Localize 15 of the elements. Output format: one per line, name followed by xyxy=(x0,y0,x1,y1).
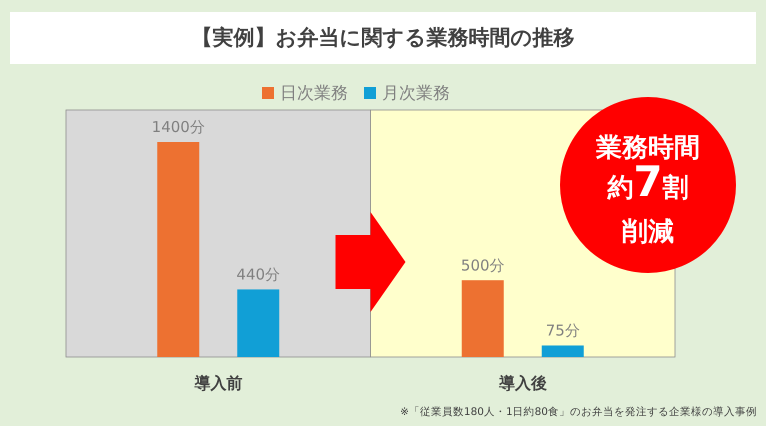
chart-title: 【実例】お弁当に関する業務時間の推移 xyxy=(192,26,574,50)
data-label: 1400分 xyxy=(152,118,205,136)
bar xyxy=(462,280,504,357)
annotation: 削減 xyxy=(621,217,674,247)
data-label: 75分 xyxy=(546,322,580,340)
bar xyxy=(237,289,280,357)
x-tick-label: 導入後 xyxy=(498,373,547,392)
legend-label: 日次業務 xyxy=(280,84,348,104)
x-tick-label: 導入前 xyxy=(193,373,242,392)
data-label: 440分 xyxy=(236,266,280,284)
bar xyxy=(542,345,584,357)
data-label: 500分 xyxy=(460,256,505,274)
bar xyxy=(157,142,200,357)
legend-label: 月次業務 xyxy=(382,84,450,104)
text: ※「従業員数180人・1日約80食」のお弁当を発注する企業様の導入事例 xyxy=(400,404,757,418)
